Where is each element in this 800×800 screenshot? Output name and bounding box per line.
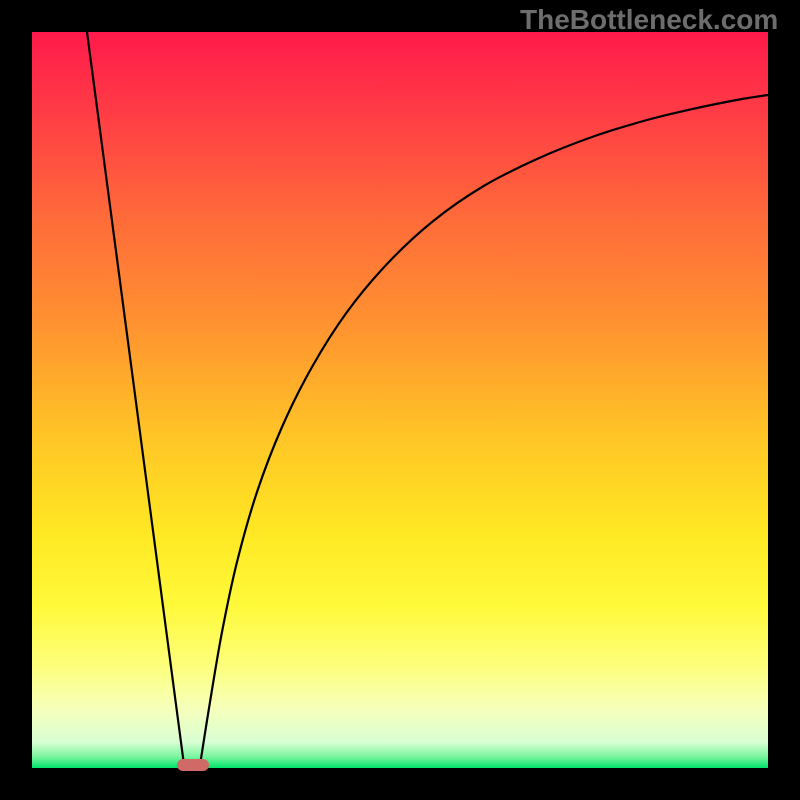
chart-root: TheBottleneck.com (0, 0, 800, 800)
plot-area (32, 32, 768, 768)
curve-layer (32, 32, 768, 768)
curve-left-segment (87, 32, 184, 765)
attribution-text: TheBottleneck.com (520, 4, 778, 36)
curve-right-segment (200, 95, 768, 765)
minimum-marker (177, 759, 209, 771)
